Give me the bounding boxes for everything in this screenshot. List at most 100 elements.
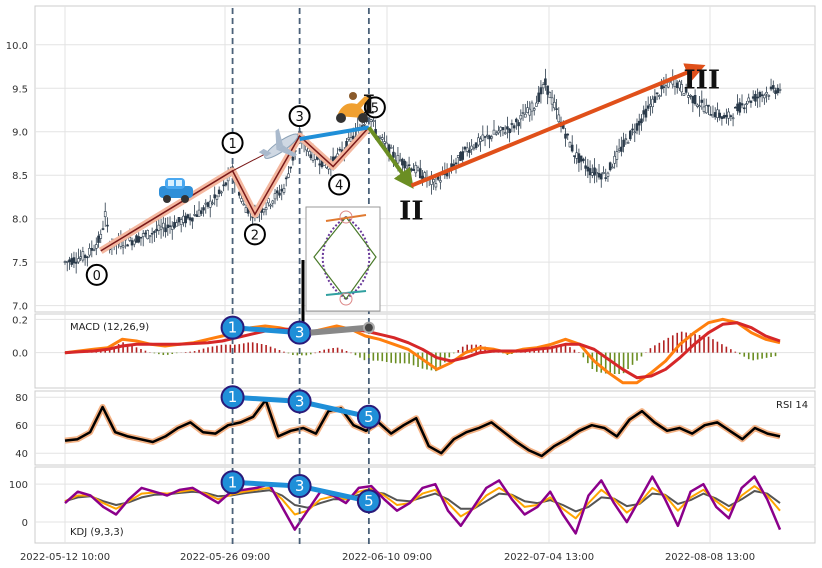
candle-body <box>132 240 136 245</box>
macd-histogram-bar <box>738 352 741 355</box>
macd-histogram-bar <box>649 348 652 353</box>
macd-histogram-bar <box>256 343 258 353</box>
candle-body <box>197 209 201 217</box>
x-tick-label: 2022-05-12 10:00 <box>20 552 110 563</box>
candle-body <box>271 200 275 204</box>
candle-body <box>351 135 355 140</box>
candle-body <box>620 146 623 152</box>
macd-histogram-bar <box>309 352 312 355</box>
macd-marker-label: 1 <box>228 319 238 337</box>
candle-body <box>707 104 710 107</box>
y-tick-label: 40 <box>15 449 28 460</box>
wave-label-circle <box>221 131 244 154</box>
candle-body <box>385 142 389 149</box>
candle-body <box>472 147 476 150</box>
candle-body <box>481 134 485 141</box>
macd-histogram-bar <box>627 352 629 369</box>
macd-histogram-bar <box>609 352 611 374</box>
y-tick-label: 100 <box>9 480 28 491</box>
candle-body <box>696 104 699 107</box>
macd-histogram-bar <box>332 348 334 353</box>
candle-body <box>106 224 109 227</box>
candle-body <box>521 112 525 114</box>
car-icon <box>159 178 193 203</box>
candle-body <box>624 138 628 141</box>
candle-body <box>530 102 534 112</box>
macd-histogram-bar <box>341 349 343 353</box>
candle-body <box>613 155 616 164</box>
macd-histogram-bar <box>251 342 254 353</box>
y-tick-label: 10.0 <box>6 41 28 52</box>
candle-body <box>273 193 277 200</box>
candle-body <box>718 112 721 118</box>
macd-histogram-bar <box>399 352 401 364</box>
candle-body <box>740 103 744 106</box>
scooter-icon <box>336 92 369 123</box>
macd-histogram-bar <box>466 344 468 353</box>
macd-histogram-bar <box>703 335 705 353</box>
candle-body <box>646 105 650 109</box>
y-tick-label: 0 <box>22 518 28 529</box>
candle-body <box>725 114 728 118</box>
candle-body <box>483 136 487 138</box>
y-tick-label: 8.5 <box>12 171 28 182</box>
macd-histogram-bar <box>175 352 178 354</box>
candle-body <box>628 130 632 140</box>
y-tick-label: 7.5 <box>12 258 28 269</box>
macd-histogram-bar <box>242 343 245 353</box>
macd-histogram-bar <box>394 352 397 364</box>
macd-histogram-bar <box>712 339 714 353</box>
candle-body <box>662 86 666 88</box>
candle-body <box>86 256 89 259</box>
candle-body <box>503 132 507 135</box>
candle-body <box>599 173 603 180</box>
macd-histogram-bar <box>135 347 138 353</box>
wave-II-arrow <box>367 126 414 189</box>
macd-histogram-bar <box>452 352 455 354</box>
macd-histogram-bar <box>207 347 209 353</box>
macd-histogram-bar <box>238 344 241 353</box>
candle-body <box>640 118 643 124</box>
candle-body <box>528 108 532 116</box>
macd-histogram-bar <box>377 352 379 361</box>
macd-histogram-bar <box>162 352 165 355</box>
macd-histogram-bar <box>435 352 437 372</box>
macd-histogram-bar <box>555 346 558 353</box>
macd-histogram-bar <box>448 352 451 358</box>
candle-body <box>287 173 290 178</box>
kdj-marker <box>356 489 381 514</box>
candle-body <box>477 137 480 146</box>
macd-histogram-bar <box>546 348 549 353</box>
macd-histogram-bar <box>323 349 325 353</box>
macd-histogram-bar <box>225 344 227 353</box>
candle-body <box>70 258 74 265</box>
candle-body <box>747 97 751 102</box>
macd-histogram-bar <box>734 351 737 353</box>
candle-body <box>99 233 103 239</box>
candle-body <box>237 191 241 196</box>
macd-histogram-bar <box>676 332 679 353</box>
macd-histogram-bar <box>108 349 111 353</box>
candle-body <box>170 225 174 230</box>
candle-body <box>423 172 427 178</box>
macd-histogram-bar <box>390 352 393 363</box>
candle-body <box>691 96 695 104</box>
candle-body <box>318 163 322 166</box>
indicator-markers: 1 3 1 3 5 1 3 5 <box>220 315 381 514</box>
candle-body <box>479 138 482 142</box>
candle-body <box>535 102 538 107</box>
candle-body <box>573 155 576 157</box>
candle-body <box>79 256 82 259</box>
macd-histogram-bar <box>604 352 607 374</box>
candle-body <box>577 153 581 163</box>
candle-body <box>557 114 561 123</box>
candle-body <box>405 165 409 169</box>
macd-histogram-bar <box>283 351 285 353</box>
macd-histogram-bar <box>417 352 419 367</box>
candle-body <box>508 128 511 134</box>
price-panel-frame <box>34 5 816 313</box>
candle-body <box>763 94 766 99</box>
candle-body <box>159 226 163 230</box>
candle-body <box>202 207 205 211</box>
candle-body <box>121 245 125 248</box>
